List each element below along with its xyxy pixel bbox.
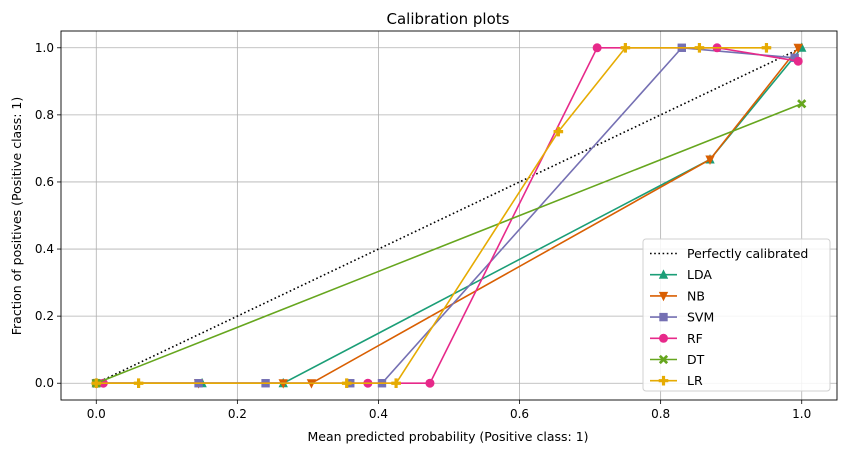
legend-marker-nb (658, 291, 669, 302)
y-tick-label: 0.0 (35, 376, 54, 390)
x-tick-label: 0.4 (369, 407, 388, 421)
legend: Perfectly calibrated LDA NB SVM RF DT LR (642, 238, 831, 392)
series-layer (91, 42, 807, 389)
data-point-lr (620, 42, 631, 53)
series-lr (91, 42, 772, 389)
y-tick-label: 0.8 (35, 108, 54, 122)
legend-marker-lr (658, 375, 669, 386)
data-point-nb (793, 43, 803, 54)
legend-marker-dt (658, 354, 669, 365)
y-axis-title: Fraction of positives (Positive class: 1… (9, 97, 24, 336)
series-line-dt (95, 103, 803, 384)
x-tick-label: 0.6 (510, 407, 529, 421)
data-point-dt (797, 99, 807, 109)
series-line-lr (96, 46, 767, 385)
data-point-lr (91, 378, 102, 389)
legend-label-dt: DT (687, 352, 705, 367)
data-point-lr (391, 378, 401, 389)
data-point-rf (425, 378, 435, 388)
y-tick-label: 0.4 (35, 242, 54, 256)
plot-frame (60, 30, 838, 401)
x-axis-title: Mean predicted probability (Positive cla… (307, 429, 588, 444)
data-point-lr (694, 42, 705, 53)
legend-item-lr: LR (650, 373, 703, 388)
data-point-lr (761, 42, 772, 53)
legend-item-perfectly-calibrated: Perfectly calibrated (650, 246, 808, 261)
legend-marker-lda (658, 269, 669, 279)
legend-label-lr: LR (687, 373, 703, 388)
legend-box (642, 238, 831, 392)
chart-title: Calibration plots (387, 10, 510, 28)
y-tick-label: 0.6 (35, 175, 54, 189)
data-point-lr (553, 126, 564, 137)
legend-label-perfectly-calibrated: Perfectly calibrated (687, 246, 808, 261)
legend-label-nb: NB (687, 288, 705, 303)
axis-ticks: 0.0 0.2 0.4 0.6 0.8 1.0 0.0 0.2 0.4 0.6 0.8 1.0 (35, 41, 811, 421)
legend-label-svm: SVM (687, 310, 714, 325)
y-tick-label: 0.2 (35, 309, 54, 323)
y-tick-label: 1.0 (35, 41, 54, 55)
legend-item-dt: DT (650, 352, 705, 367)
x-tick-label: 1.0 (792, 407, 811, 421)
data-point-lr (133, 378, 144, 389)
x-tick-label: 0.0 (87, 407, 106, 421)
data-point-rf (793, 56, 803, 66)
legend-marker-svm (659, 312, 668, 322)
x-tick-label: 0.8 (651, 407, 670, 421)
legend-label-rf: RF (687, 331, 703, 346)
legend-item-rf: RF (650, 331, 703, 346)
x-tick-label: 0.2 (228, 407, 247, 421)
legend-item-svm: SVM (650, 310, 714, 325)
legend-item-lda: LDA (650, 267, 712, 282)
legend-item-nb: NB (650, 288, 705, 303)
data-point-nb (705, 155, 715, 165)
data-point-lr (341, 378, 352, 389)
legend-marker-rf (658, 333, 668, 343)
legend-label-lda: LDA (687, 267, 712, 282)
data-point-rf (592, 43, 602, 53)
